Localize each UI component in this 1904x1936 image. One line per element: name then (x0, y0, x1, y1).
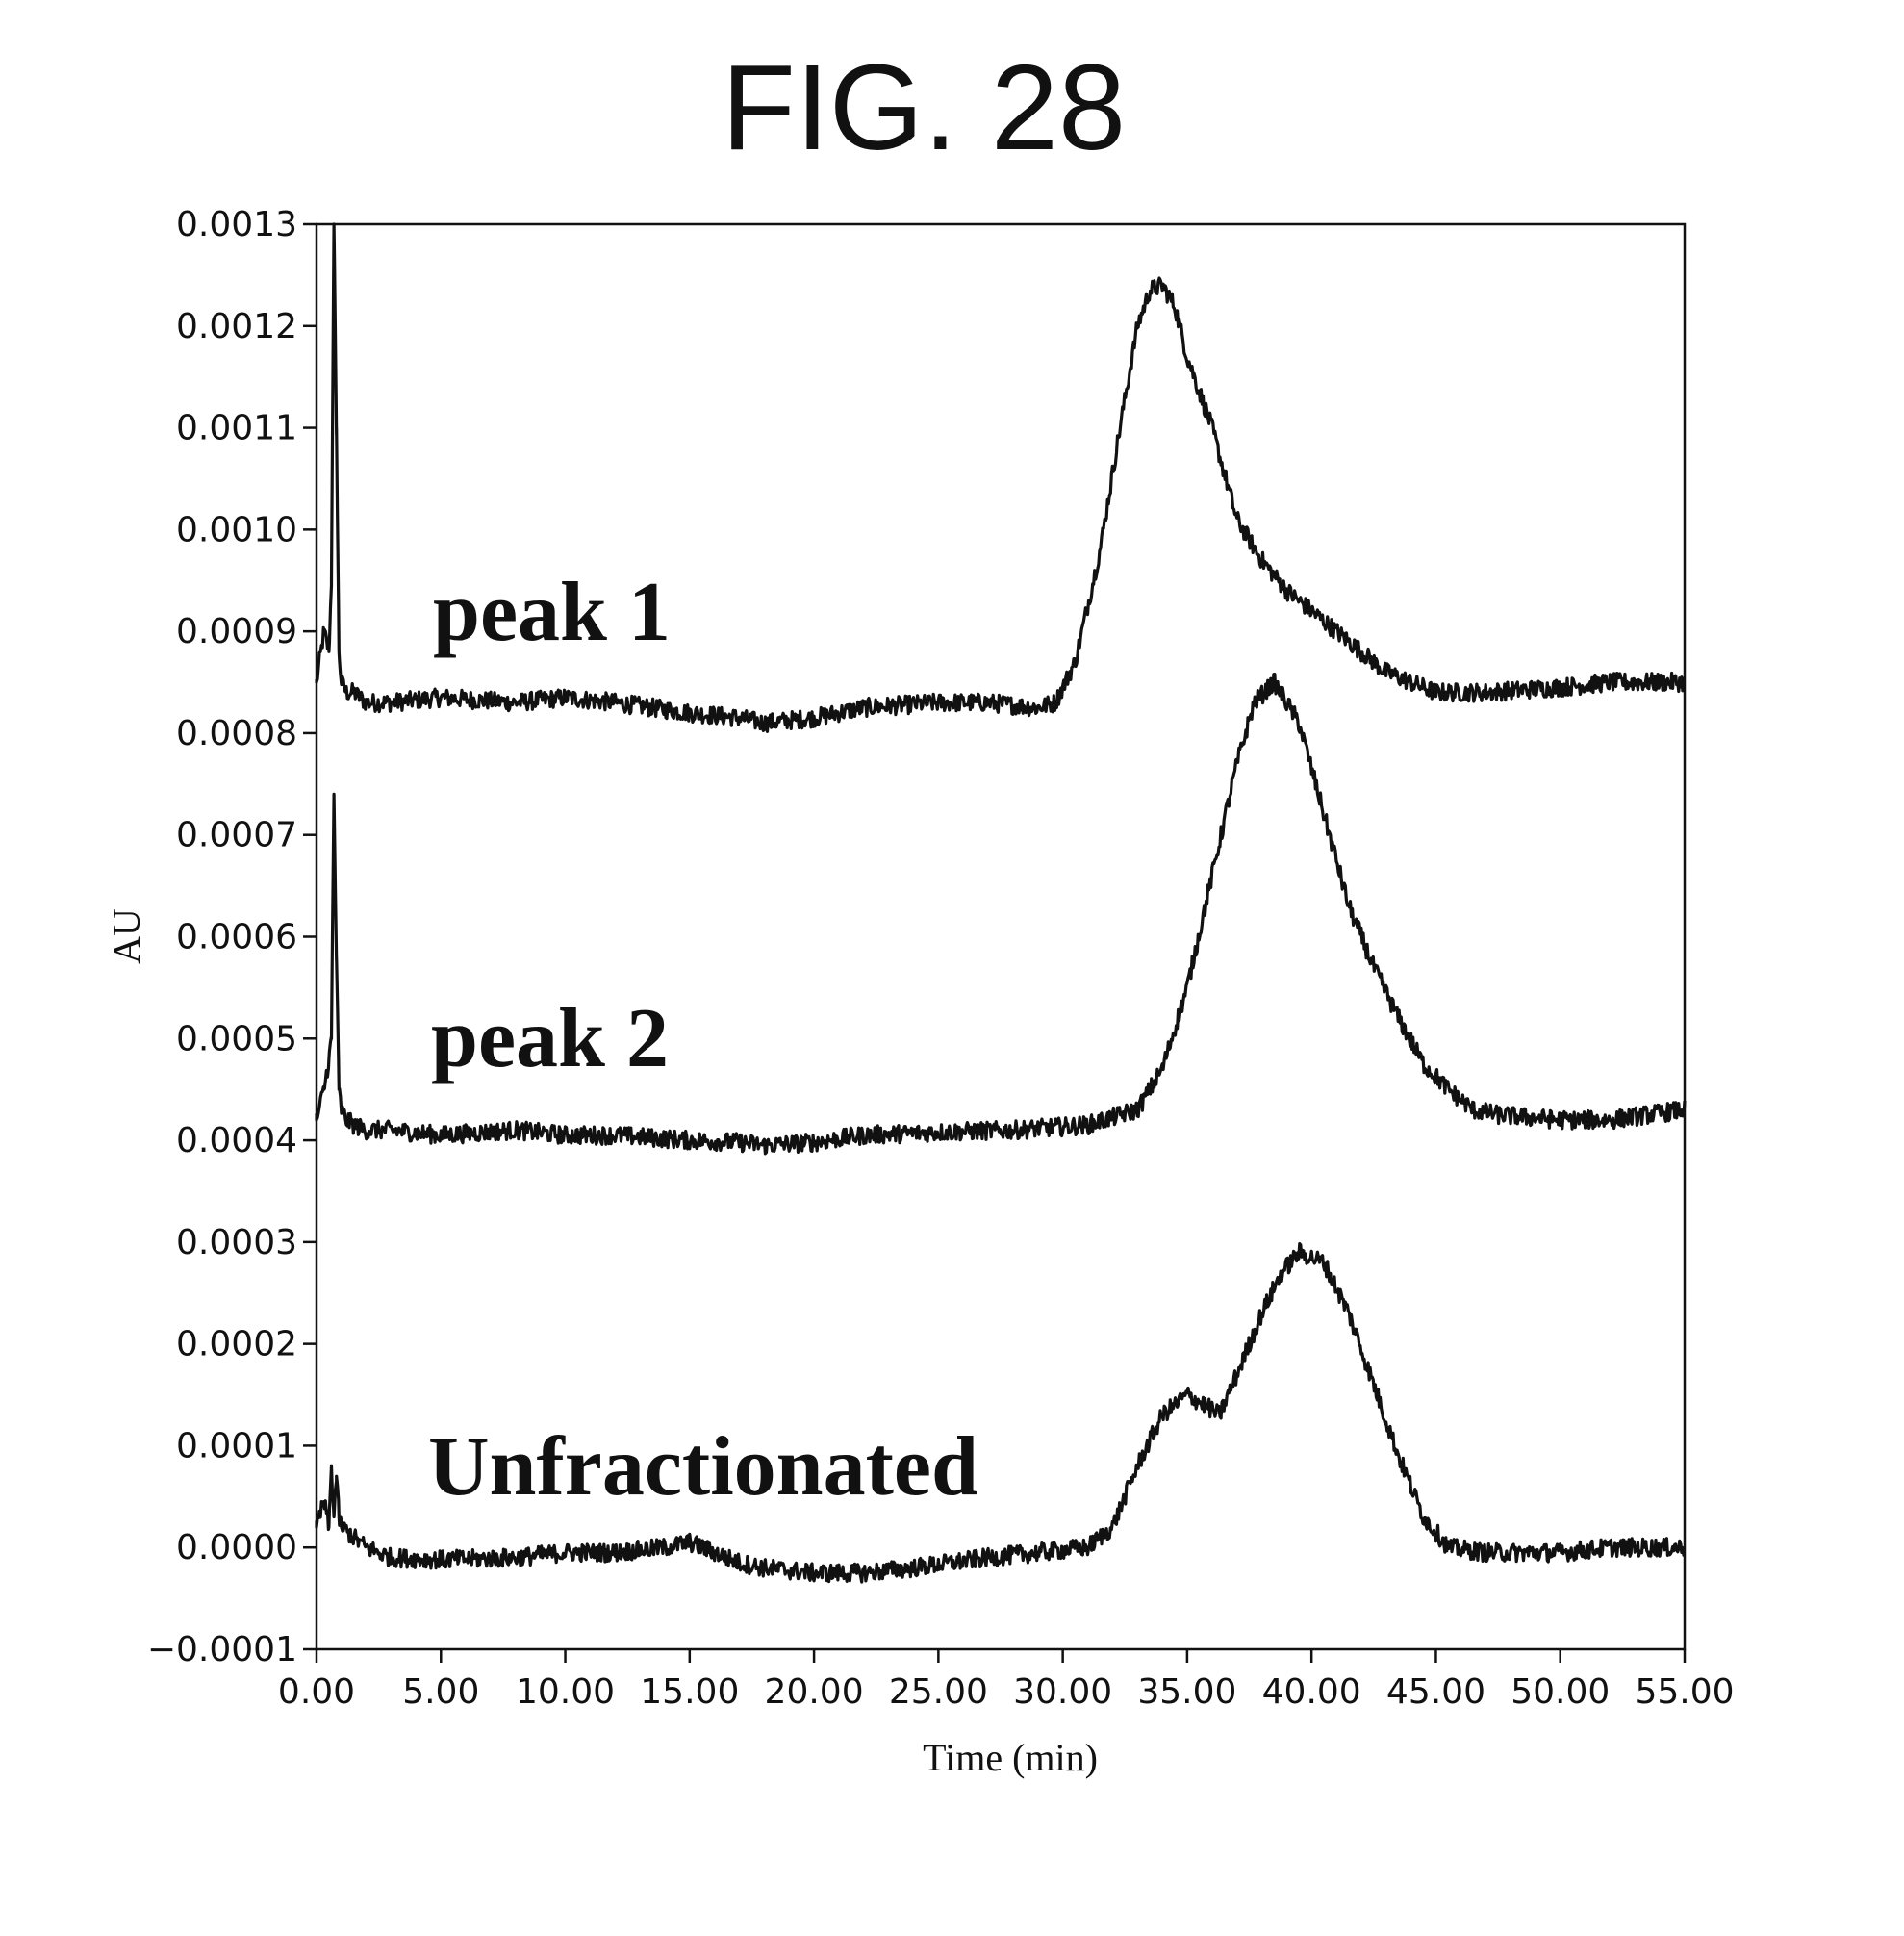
trace-group (317, 224, 1685, 1582)
y-axis-label: AU (105, 908, 148, 964)
y-tick-label: 0.0008 (176, 714, 297, 753)
y-tick-label: −0.0001 (147, 1630, 297, 1669)
series-label-peak-2: peak 2 (431, 992, 669, 1085)
figure-title: FIG. 28 (722, 39, 1126, 175)
y-tick-label: 0.0001 (176, 1426, 297, 1465)
y-tick-label: 0.0012 (176, 307, 297, 346)
y-tick-label: 0.0011 (176, 409, 297, 448)
x-tick-label: 5.00 (402, 1672, 479, 1712)
y-tick-label: 0.0002 (176, 1325, 297, 1364)
x-tick-label: 25.00 (889, 1672, 988, 1712)
x-tick-label: 20.00 (765, 1672, 864, 1712)
y-tick-label: 0.0013 (176, 205, 297, 244)
x-tick-label: 50.00 (1511, 1672, 1610, 1712)
x-tick-label: 35.00 (1137, 1672, 1236, 1712)
series-line-unfractionated (317, 1244, 1685, 1583)
x-tick-label: 15.00 (640, 1672, 739, 1712)
x-axis-label: Time (min) (923, 1736, 1098, 1779)
x-axis: 0.00 5.00 10.00 15.00 20.00 25.00 30.00 35.00 40… (278, 1649, 1735, 1712)
y-tick-label: 0.0004 (176, 1121, 297, 1160)
y-tick-label: 0.0003 (176, 1223, 297, 1262)
x-tick-label: 10.00 (516, 1672, 615, 1712)
y-tick-label: 0.0010 (176, 510, 297, 549)
x-tick-label: 0.00 (278, 1672, 355, 1712)
x-tick-label: 45.00 (1386, 1672, 1485, 1712)
y-axis: −0.0001 0.0000 0.0001 0.0002 0.0003 0.0004 0.0… (147, 205, 317, 1669)
y-tick-label: 0.0007 (176, 816, 297, 855)
x-tick-label: 55.00 (1635, 1672, 1734, 1712)
series-label-peak-1: peak 1 (433, 566, 671, 659)
y-tick-label: 0.0000 (176, 1528, 297, 1567)
x-tick-label: 30.00 (1013, 1672, 1112, 1712)
series-label-unfractionated: Unfractionated (428, 1420, 978, 1514)
x-tick-label: 40.00 (1262, 1672, 1361, 1712)
y-tick-label: 0.0009 (176, 612, 297, 651)
y-tick-label: 0.0005 (176, 1019, 297, 1058)
y-tick-label: 0.0006 (176, 918, 297, 957)
